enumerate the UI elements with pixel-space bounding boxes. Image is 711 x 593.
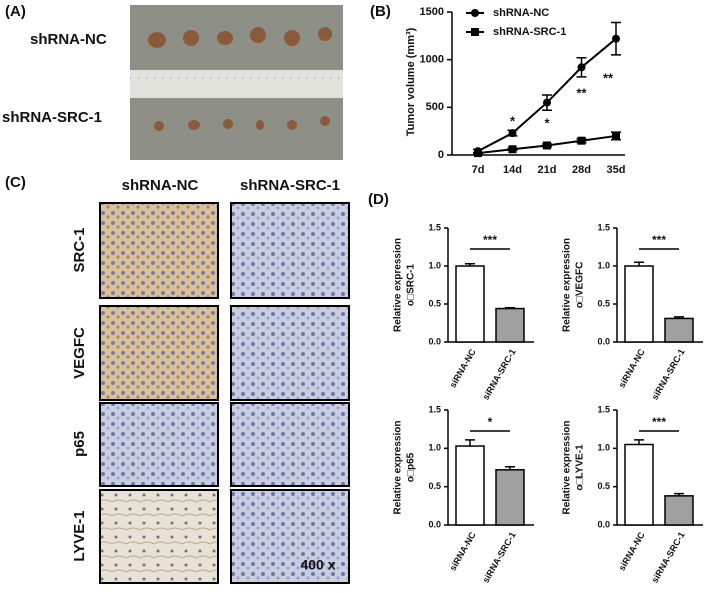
significance: * (544, 115, 550, 130)
x-tick-label: siRNA-SRC-1 (481, 530, 518, 584)
x-tick-label: siRNA-NC (617, 530, 647, 573)
x-tick-label: 28d (572, 164, 591, 176)
row-label: LYVE-1 (71, 510, 88, 561)
x-tick-label: 35d (607, 164, 626, 176)
y-tick-label: 0.0 (597, 519, 610, 529)
bar (664, 495, 694, 526)
y-tick-label: 0.5 (428, 298, 441, 308)
bar (455, 265, 485, 343)
bar (624, 265, 654, 343)
marker (543, 98, 551, 107)
y-tick-label: 1500 (420, 6, 444, 18)
marker (543, 141, 551, 150)
y-axis-title: o□p65 (406, 452, 417, 482)
panel-label: (C) (5, 174, 26, 191)
y-axis-title: Relative expression (393, 238, 404, 332)
magnification: 400 x (300, 557, 335, 573)
marker (577, 63, 586, 72)
x-tick-label: siRNA-SRC-1 (650, 530, 687, 584)
legend-marker (471, 9, 479, 17)
y-tick-label: 1.5 (597, 404, 610, 414)
x-tick-label: 14d (503, 164, 522, 176)
error-bar (634, 439, 644, 445)
y-tick-label: 1.5 (597, 222, 610, 232)
bar (664, 317, 694, 343)
y-tick-label: 1000 (420, 54, 444, 66)
marker (577, 136, 586, 145)
y-tick-label: 0.5 (597, 298, 610, 308)
y-axis-title: Relative expression (562, 238, 573, 332)
marker (508, 145, 517, 154)
legend-label: shRNA-SRC-1 (493, 26, 566, 38)
column-header: shRNA-SRC-1 (240, 177, 340, 194)
marker (474, 149, 482, 158)
x-tick-label: siRNA-NC (617, 347, 647, 390)
y-tick-label: 0.0 (428, 519, 441, 529)
ihc-images (99, 202, 350, 584)
bar (455, 445, 485, 526)
x-tick-label: siRNA-SRC-1 (481, 347, 518, 401)
x-tick-label: siRNA-NC (448, 347, 478, 390)
significance: *** (483, 233, 497, 247)
significance: * (488, 415, 493, 429)
y-axis-title: o□LYVE-1 (575, 444, 586, 491)
legend-label: shRNA-NC (493, 7, 549, 19)
bar (495, 307, 525, 343)
bar (495, 469, 525, 526)
y-axis-title: Relative expression (562, 421, 573, 515)
significance: *** (652, 415, 666, 429)
y-tick-label: 500 (426, 101, 444, 113)
y-tick-label: 1.0 (428, 260, 441, 270)
y-tick-label: 0.5 (428, 481, 441, 491)
significance: ** (576, 85, 587, 100)
panel-label: (B) (370, 3, 391, 20)
marker (508, 129, 517, 138)
y-axis-title: Tumor volume (mm³) (405, 27, 417, 136)
significance: ** (603, 70, 614, 85)
column-header: shRNA-NC (122, 177, 199, 194)
x-tick-label: 21d (538, 164, 557, 176)
y-tick-label: 0.0 (597, 336, 610, 346)
y-axis-title: o□SRC-1 (406, 263, 417, 306)
error-bar (465, 439, 475, 447)
bar (624, 443, 654, 526)
y-tick-label: 0.5 (597, 481, 610, 491)
panel-label: (A) (5, 3, 26, 20)
y-tick-label: 1.5 (428, 222, 441, 232)
row-label: shRNA-NC (30, 31, 107, 48)
row-label: p65 (71, 431, 88, 457)
y-tick-label: 1.0 (597, 260, 610, 270)
row-label: SRC-1 (71, 227, 88, 272)
tumor-photo (130, 5, 343, 160)
x-tick-label: 7d (472, 164, 485, 176)
x-tick-label: siRNA-SRC-1 (650, 347, 687, 401)
row-label: VEGFC (71, 327, 88, 379)
y-axis-title: o□VEGFC (575, 262, 586, 309)
row-label: shRNA-SRC-1 (2, 109, 102, 126)
y-tick-label: 1.0 (597, 443, 610, 453)
significance: * (510, 113, 516, 128)
panel-label: (D) (368, 191, 389, 208)
x-tick-label: siRNA-NC (448, 530, 478, 573)
y-tick-label: 1.0 (428, 443, 441, 453)
marker (612, 34, 620, 43)
y-tick-label: 1.5 (428, 404, 441, 414)
marker (612, 131, 620, 140)
y-axis-title: Relative expression (393, 421, 404, 515)
y-tick-label: 0 (438, 149, 444, 161)
legend-marker (471, 28, 479, 36)
y-tick-label: 0.0 (428, 336, 441, 346)
significance: *** (652, 233, 666, 247)
